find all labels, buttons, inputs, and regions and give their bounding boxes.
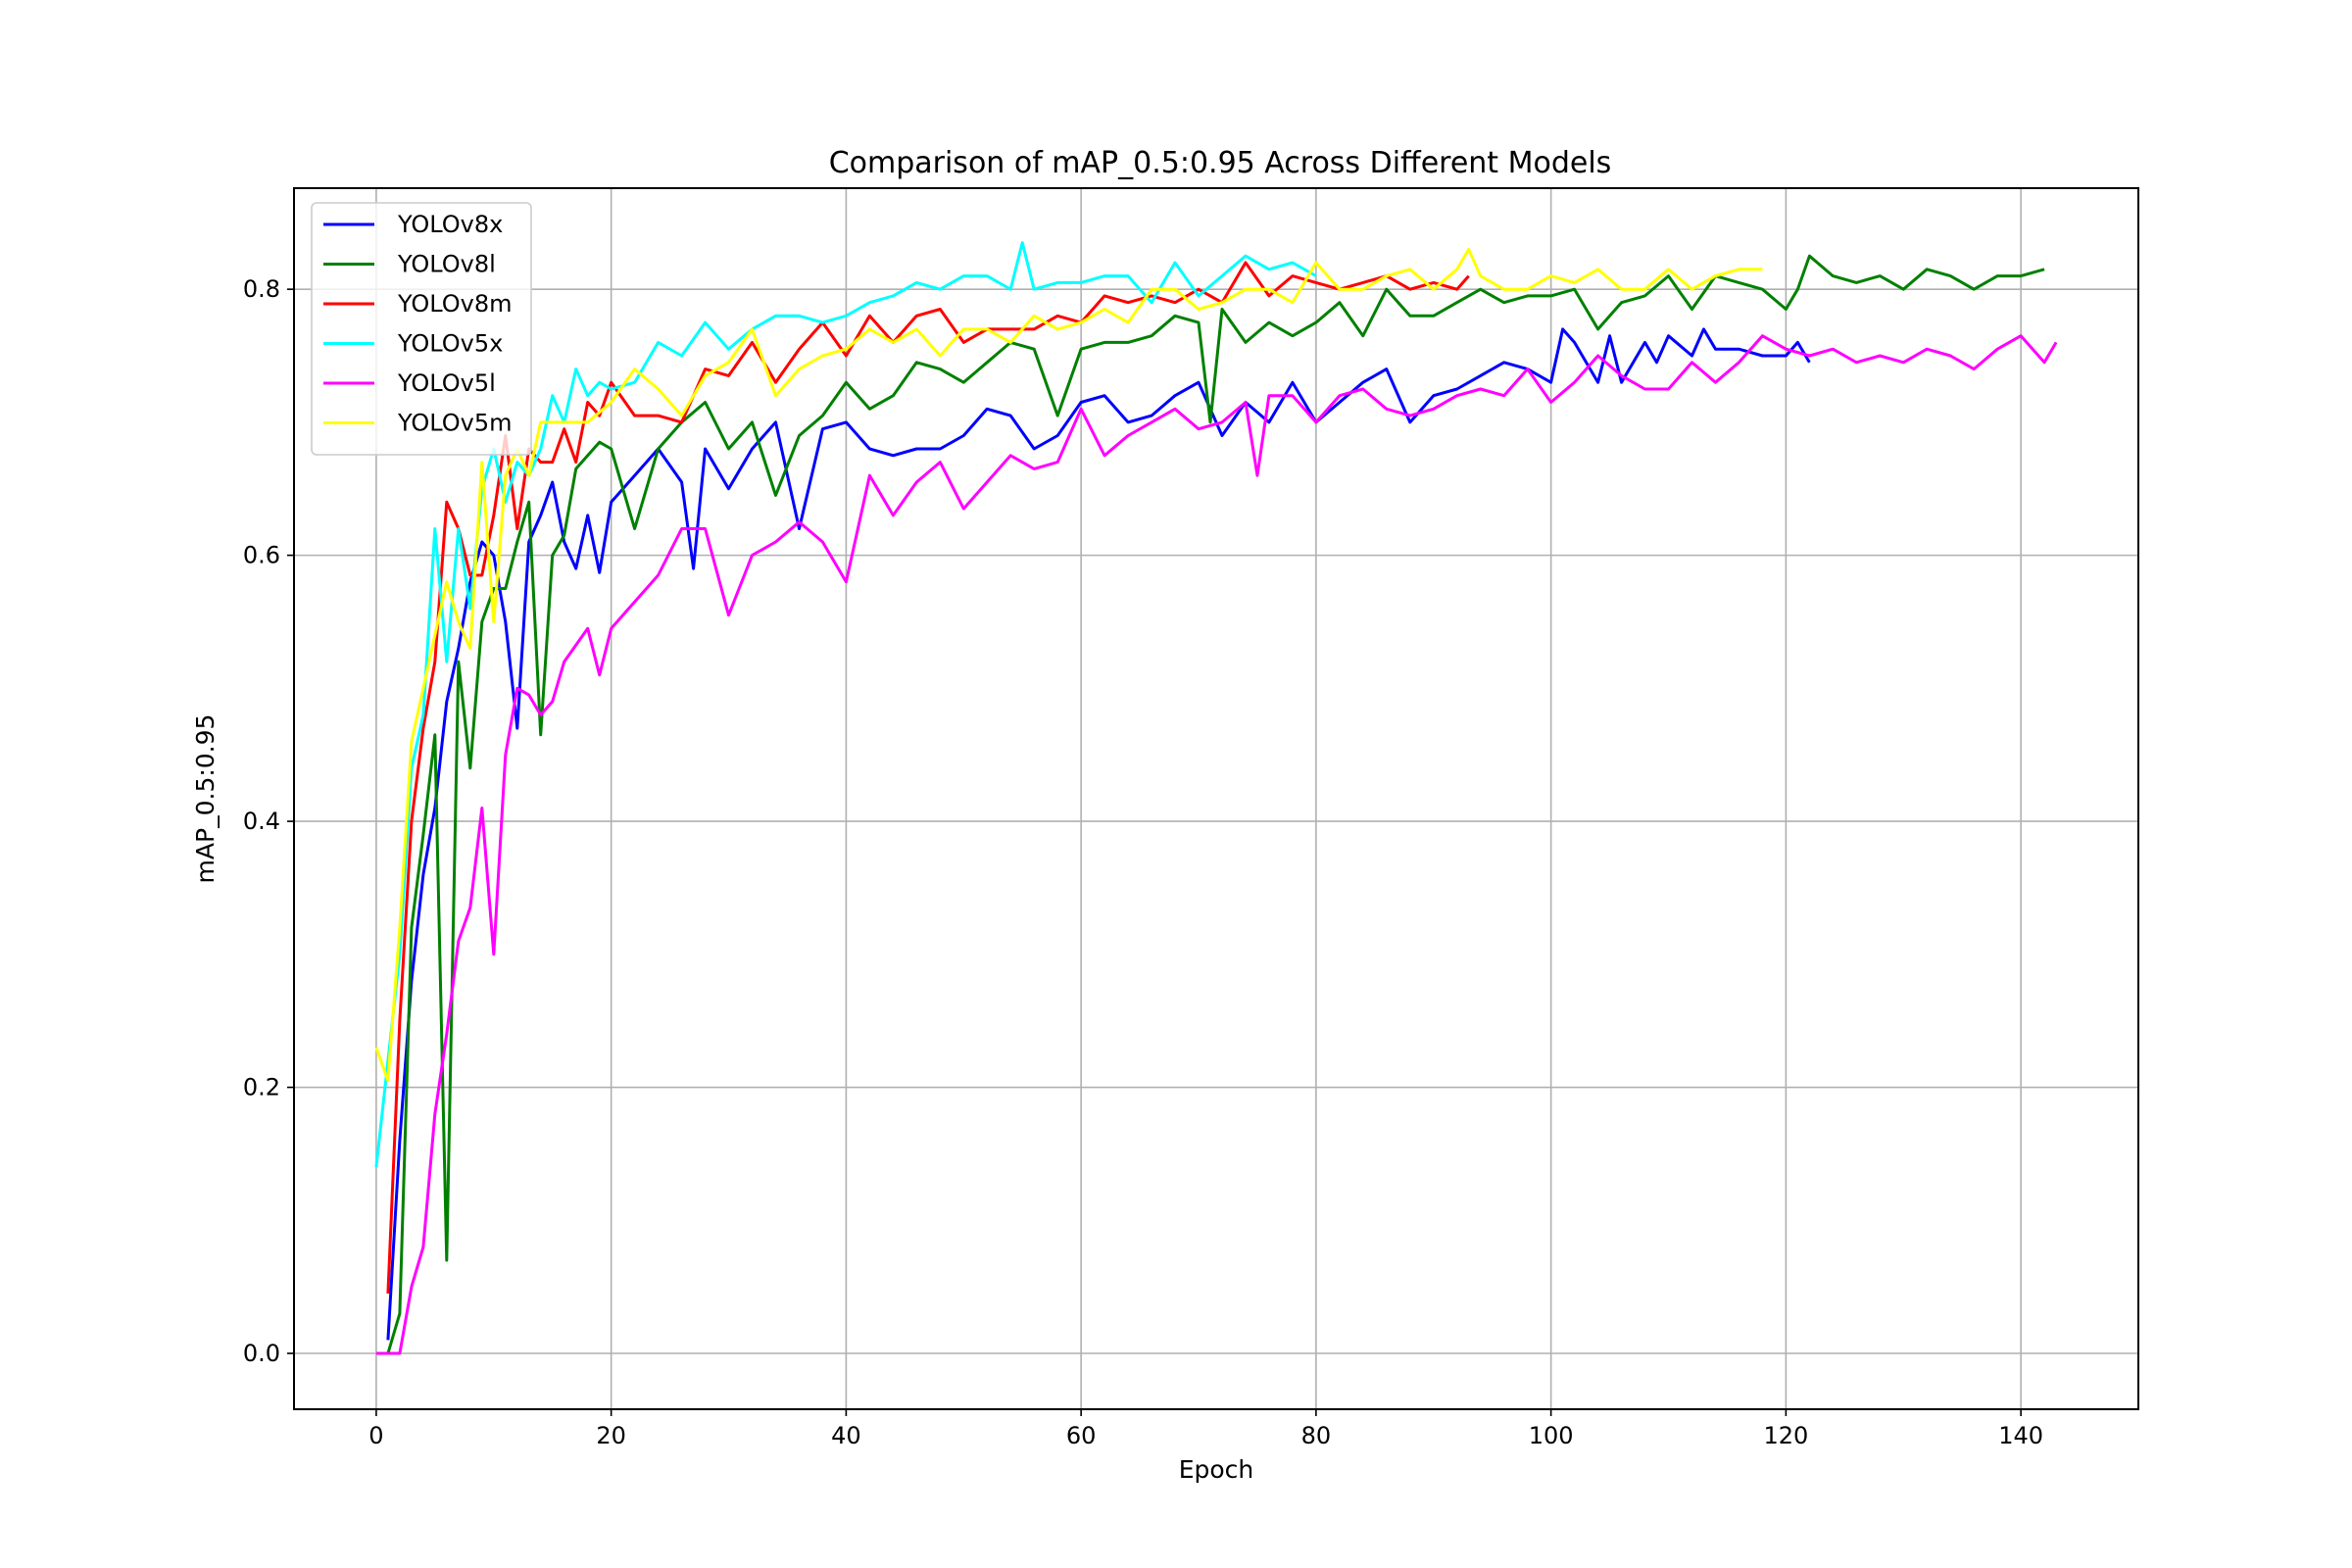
series-line-yolov8l	[386, 254, 2045, 1354]
legend: YOLOv8x YOLOv8l YOLOv8m YOLOv5x YOLOv5l YOLOv…	[311, 202, 532, 456]
legend-label: YOLOv8l	[397, 251, 496, 278]
x-tick-label: 120	[1763, 1422, 1808, 1449]
x-tick-label: 0	[368, 1422, 383, 1449]
x-tick-label: 100	[1529, 1422, 1574, 1449]
y-tick-label: 0.2	[243, 1074, 280, 1102]
legend-label: YOLOv5x	[397, 330, 503, 358]
series-line-yolov8x	[386, 327, 1811, 1341]
legend-box	[311, 202, 532, 456]
axis-ticks: 0 20 40 60 80 100 120 140 0.0 0.2 0.4 0.6 0.8	[243, 275, 2043, 1449]
legend-label: YOLOv5m	[397, 410, 513, 437]
x-tick-label: 40	[831, 1422, 861, 1449]
chart-title: Comparison of mAP_0.5:0.95 Across Differ…	[829, 146, 1612, 180]
legend-label: YOLOv5l	[397, 369, 496, 397]
legend-label: YOLOv8x	[397, 211, 503, 238]
y-tick-label: 0.6	[243, 542, 280, 569]
x-tick-label: 140	[1998, 1422, 2043, 1449]
y-tick-label: 0.8	[243, 275, 280, 303]
x-tick-label: 80	[1301, 1422, 1332, 1449]
x-tick-label: 20	[596, 1422, 626, 1449]
y-axis-label: mAP_0.5:0.95	[191, 714, 220, 884]
y-tick-label: 0.4	[243, 808, 280, 835]
y-tick-label: 0.0	[243, 1340, 280, 1367]
legend-label: YOLOv8m	[397, 290, 513, 318]
x-axis-label: Epoch	[1179, 1455, 1254, 1484]
series-line-yolov5l	[375, 334, 2058, 1355]
grid	[294, 188, 2138, 1409]
plot-frame	[293, 187, 2139, 1410]
series-line-yolov5m	[374, 247, 1763, 1083]
x-tick-label: 60	[1066, 1422, 1097, 1449]
series-layer	[374, 241, 2058, 1355]
